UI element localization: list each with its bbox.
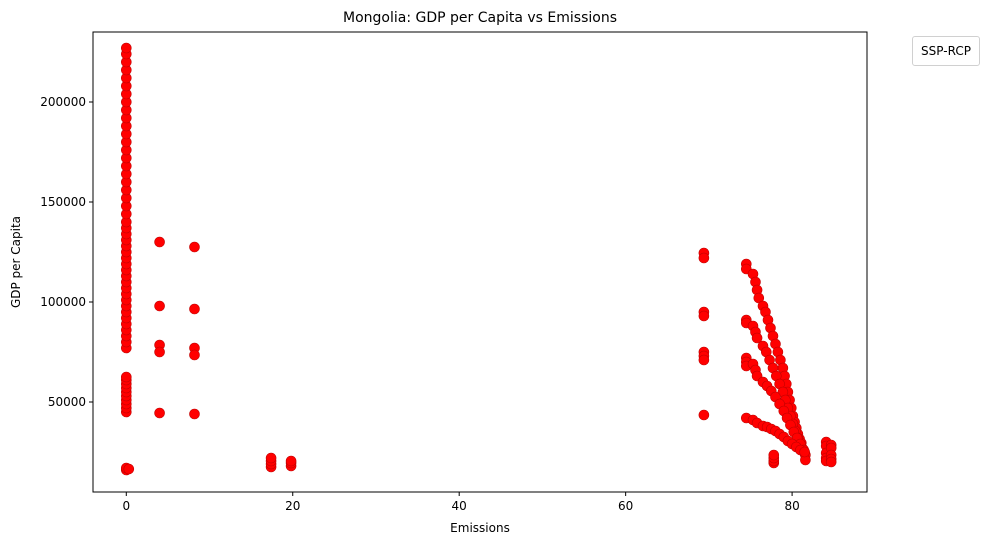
y-tick-label: 200000: [40, 95, 86, 109]
scatter-point: [154, 407, 165, 419]
scatter-point: [189, 349, 200, 361]
legend-title: SSP-RCP: [921, 44, 971, 58]
legend: SSP-RCP: [912, 36, 980, 66]
chart-title: Mongolia: GDP per Capita vs Emissions: [343, 10, 617, 26]
y-tick-label: 50000: [48, 395, 86, 409]
axes-frame: [92, 31, 868, 493]
y-axis-label: GDP per Capita: [9, 216, 23, 308]
scatter-point: [154, 236, 165, 248]
scatter-point: [768, 449, 780, 461]
scatter-point: [189, 303, 200, 315]
x-tick-label: 0: [122, 499, 130, 513]
x-tick-label: 20: [285, 499, 300, 513]
scatter-point: [698, 252, 710, 264]
scatter-point: [799, 446, 810, 458]
scatter-point: [698, 354, 710, 366]
scatter-point: [265, 452, 277, 464]
x-axis-label: Emissions: [450, 521, 510, 535]
scatter-point: [154, 300, 165, 312]
x-tick-label: 80: [784, 499, 799, 513]
scatter-point: [121, 42, 132, 54]
scatter-point: [825, 456, 837, 468]
scatter-point: [698, 409, 710, 421]
y-tick-label: 100000: [40, 295, 86, 309]
scatter-point: [189, 408, 200, 420]
scatter-point: [189, 241, 200, 253]
x-tick-label: 40: [452, 499, 467, 513]
x-tick-label: 60: [618, 499, 633, 513]
y-tick-label: 150000: [40, 195, 86, 209]
scatter-point: [285, 455, 297, 467]
scatter-point: [121, 371, 132, 383]
plot-area: [121, 42, 837, 476]
scatter-point: [751, 332, 763, 344]
scatter-point: [123, 463, 135, 475]
scatter-point: [698, 310, 710, 322]
scatter-point: [154, 346, 165, 358]
y-axis: 50000 100000 150000 200000: [40, 95, 93, 409]
x-axis: 0 20 40 60 80: [122, 492, 800, 513]
